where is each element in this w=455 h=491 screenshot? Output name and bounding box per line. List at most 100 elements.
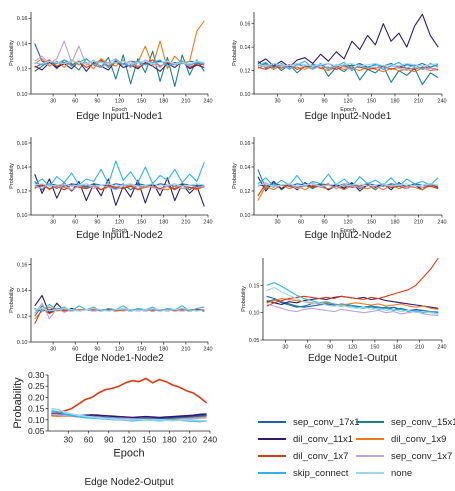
series-line-none (257, 183, 439, 187)
y-tick-label: 0.10 (240, 213, 251, 219)
chart-title: Edge Node2-Output (85, 477, 174, 488)
x-tick-label: 240 (203, 99, 212, 105)
x-tick-label: 60 (72, 347, 78, 353)
x-tick-label: 120 (343, 220, 352, 226)
series-group (257, 169, 439, 201)
y-tick-label: 0.10 (17, 92, 28, 98)
chart-panel-7: 30 60 90 120 150 180 210 240 0.050.100.15 0.200.2… (12, 370, 217, 488)
series-line-skip-connect (257, 60, 439, 72)
y-tick-label: 0.12 (17, 314, 28, 320)
chart-panel-5: 30 60 90 120 150 180 210 240 0.10 0.12 0.14 0.16 Pro… (9, 258, 213, 364)
y-tick-label: 0.12 (240, 68, 251, 74)
y-tick-label: 0.16 (17, 262, 28, 268)
x-tick-label: 30 (64, 435, 74, 445)
y-tick-label: 0.10 (249, 311, 260, 317)
y-tick-label: 0.12 (17, 189, 28, 195)
legend-item-sep-conv-1x7: sep_conv_1x7 (356, 450, 452, 462)
x-tick-label: 180 (162, 435, 176, 445)
x-tick-label: 90 (321, 220, 327, 226)
y-tick-label: 0.14 (17, 41, 28, 47)
chart-panel-3: 30 60 90 120 150 180 210 240 0.10 0.12 0.14 0.16 Epo… (9, 137, 213, 241)
legend-label-none: none (391, 467, 413, 479)
legend-label-sep-conv-15x1: sep_conv_15x1 (391, 416, 455, 428)
y-tick-label: 0.15 (28, 404, 45, 414)
x-tick-label: 180 (159, 220, 168, 226)
x-axis-label: Epoch (112, 107, 128, 113)
legend-swatch-dil-conv-1x7 (258, 455, 286, 457)
legend-swatch-none (356, 472, 384, 474)
chart-title: Edge Input2-Node1 (305, 111, 392, 122)
x-tick-label: 90 (94, 220, 100, 226)
series-group (51, 377, 208, 423)
series-group (34, 20, 205, 87)
chart-panel-2: 30 60 90 120 150 180 210 240 0.10 0.12 0.14 0.16 Epo… (232, 12, 447, 122)
chart-title: Edge Input2-Node2 (305, 230, 392, 241)
series-group (34, 160, 205, 207)
series-line-dil-conv-1x7 (34, 307, 205, 325)
y-tick-label: 0.05 (249, 338, 260, 344)
x-tick-label: 120 (348, 345, 357, 351)
legend-label-sep-conv-1x7: sep_conv_1x7 (391, 450, 453, 462)
x-tick-label: 210 (181, 347, 190, 353)
series-line-dil-conv-1x9 (257, 184, 439, 201)
x-tick-label: 30 (50, 99, 56, 105)
legend-item-none: none (356, 467, 412, 479)
y-tick-label: 0.10 (17, 213, 28, 219)
chart-title: Edge Node1-Node2 (75, 353, 164, 364)
series-line-dil-conv-11x1 (34, 60, 205, 72)
x-tick-label: 30 (282, 345, 288, 351)
x-tick-label: 90 (104, 435, 114, 445)
y-tick-label: 0.14 (17, 288, 28, 294)
legend-item-dil-conv-1x7: dil_conv_1x7 (258, 450, 348, 462)
series-line-skip-connect (34, 160, 205, 187)
legend-swatch-dil-conv-1x9 (356, 438, 384, 440)
legend-swatch-skip-connect (258, 472, 286, 474)
series-line-sep-conv-15x1 (34, 50, 205, 87)
x-tick-label: 180 (390, 220, 399, 226)
x-tick-label: 150 (137, 347, 146, 353)
y-tick-label: 0.15 (249, 283, 260, 289)
legend-label-skip-connect: skip_connect (293, 467, 349, 479)
series-line-dil-conv-1x9 (34, 20, 205, 70)
x-axis-label: Epoch (340, 107, 356, 113)
x-tick-label: 30 (50, 347, 56, 353)
legend-swatch-sep-conv-17x1 (258, 421, 286, 423)
legend-swatch-sep-conv-15x1 (356, 421, 384, 423)
legend-label-dil-conv-1x9: dil_conv_1x9 (391, 433, 447, 445)
y-axis-label: Probability (232, 163, 238, 189)
series-line-none (51, 407, 207, 422)
y-tick-label: 0.25 (28, 381, 45, 391)
x-tick-label: 60 (298, 99, 304, 105)
legend: sep_conv_17x1 sep_conv_15x1 dil_conv_11x… (258, 416, 455, 482)
y-axis-label: Probability (241, 286, 247, 312)
y-tick-label: 0.12 (240, 189, 251, 195)
chart-title: Edge Node1-Output (308, 353, 397, 364)
series-line-dil-conv-1x9 (266, 297, 439, 310)
y-tick-label: 0.10 (240, 92, 251, 98)
x-tick-label: 60 (72, 220, 78, 226)
series-group (34, 294, 205, 325)
y-tick-label: 0.14 (240, 165, 251, 171)
x-tick-label: 60 (84, 435, 94, 445)
x-tick-label: 180 (159, 99, 168, 105)
y-tick-label: 0.16 (17, 16, 28, 22)
series-line-none (34, 183, 205, 187)
y-tick-label: 0.14 (17, 165, 28, 171)
series-line-dil-conv-1x7 (266, 257, 439, 307)
y-axis-label: Probability (9, 40, 15, 66)
x-axis-label: Epoch (112, 228, 128, 234)
x-tick-label: 240 (203, 220, 212, 226)
series-line-dil-conv-11x1 (257, 176, 439, 192)
y-tick-label: 0.16 (240, 22, 251, 28)
x-tick-label: 180 (159, 347, 168, 353)
x-tick-label: 240 (437, 99, 446, 105)
x-tick-label: 60 (72, 99, 78, 105)
x-tick-label: 150 (367, 220, 376, 226)
x-tick-label: 120 (122, 435, 136, 445)
x-tick-label: 210 (414, 220, 423, 226)
x-tick-label: 240 (437, 345, 446, 351)
series-group (266, 257, 439, 316)
x-tick-label: 30 (274, 220, 280, 226)
x-tick-label: 90 (321, 99, 327, 105)
